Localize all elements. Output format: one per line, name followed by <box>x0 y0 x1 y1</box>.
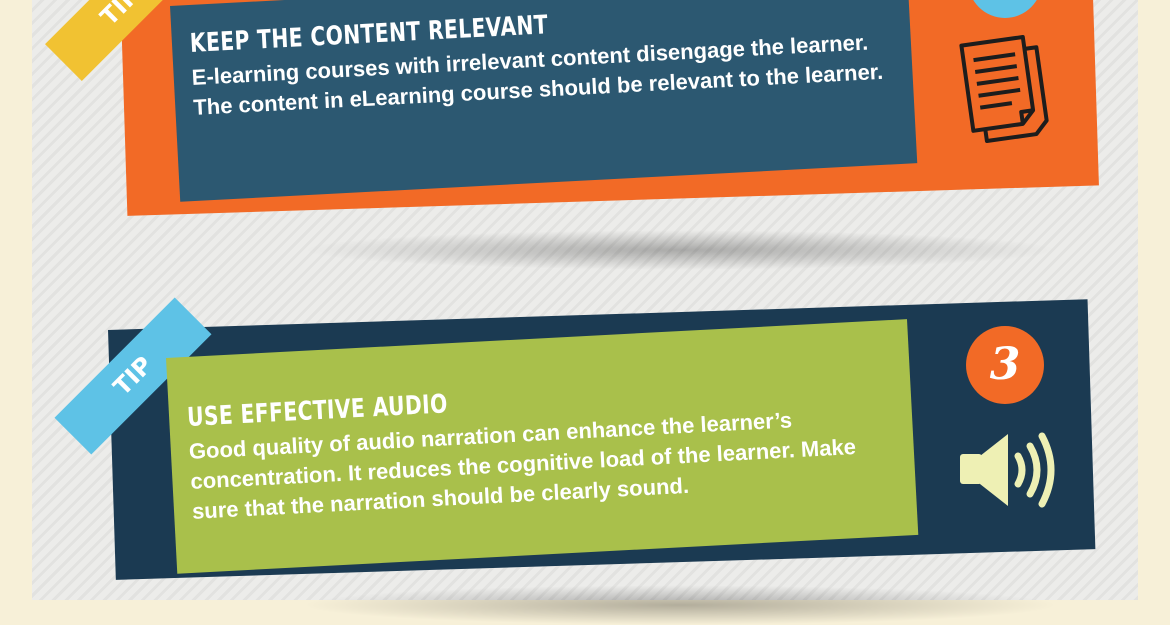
tip-ribbon-label: TIP <box>107 350 159 402</box>
document-icon <box>959 35 1049 144</box>
tip-content-panel: USE EFFECTIVE AUDIO Good quality of audi… <box>166 319 919 574</box>
speaker-icon <box>960 432 1055 508</box>
tip-number: 3 <box>989 339 1021 390</box>
card-shadow <box>300 230 1060 270</box>
card-shadow <box>300 585 1060 625</box>
tip-number-badge: 3 <box>966 326 1044 404</box>
